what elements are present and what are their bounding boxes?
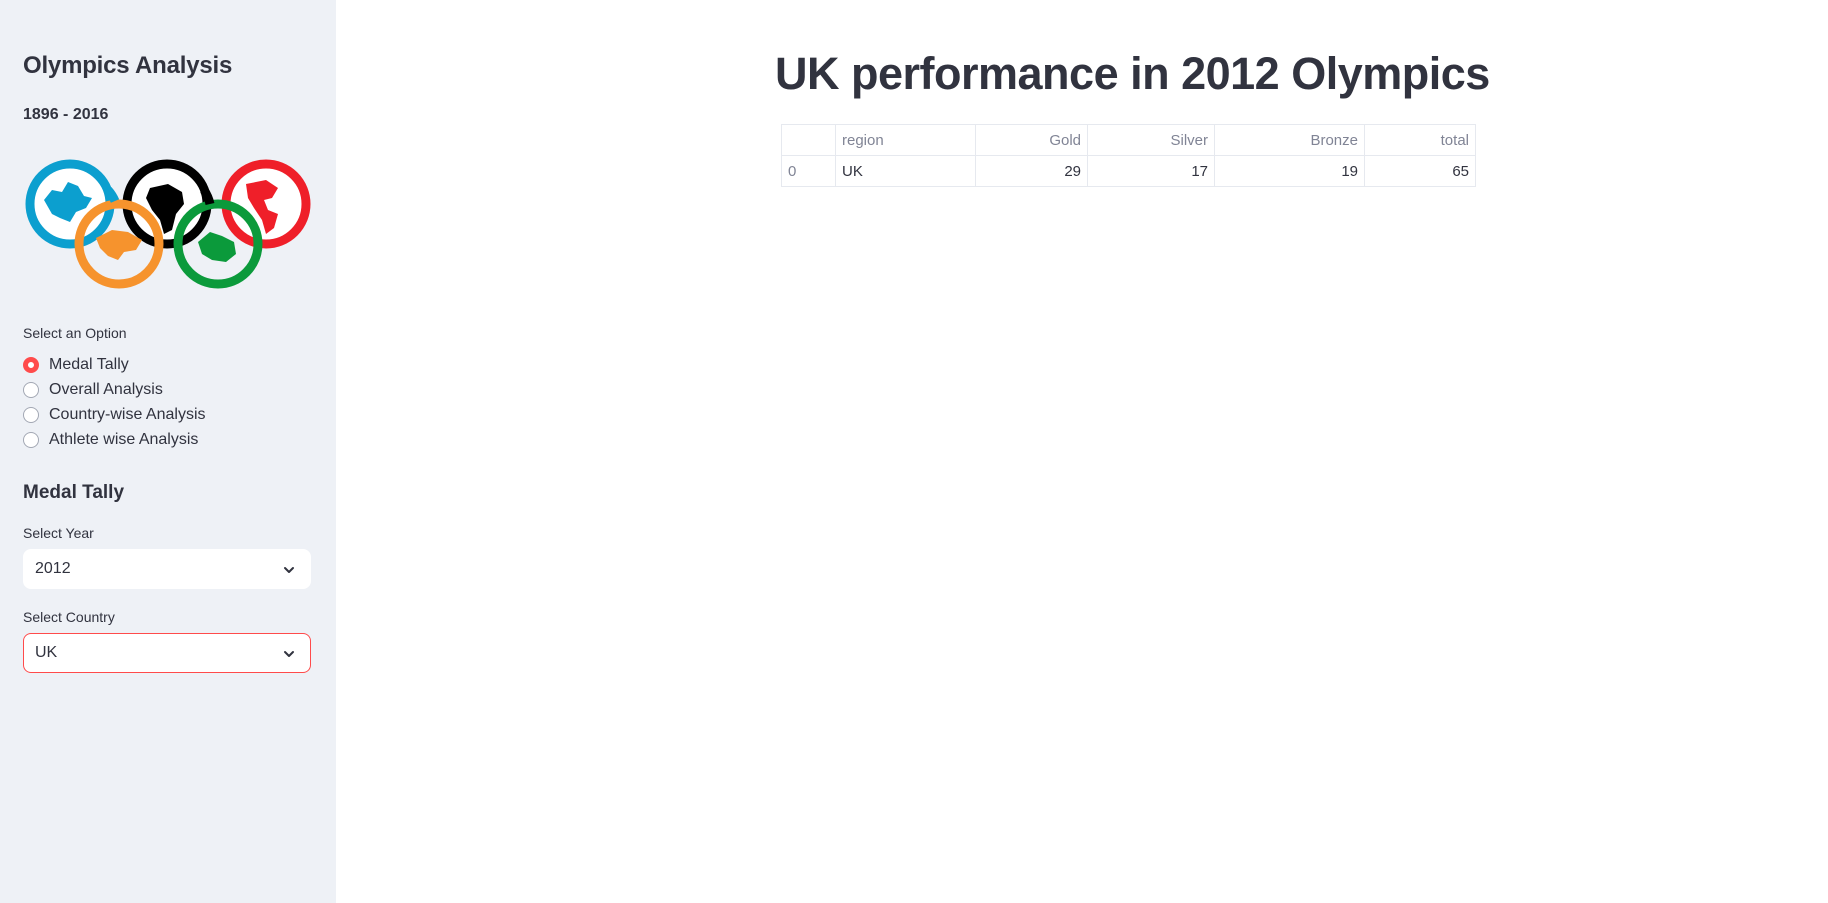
table-row: 0 UK 29 17 19 65 bbox=[781, 155, 1476, 187]
column-header-silver[interactable]: Silver bbox=[1087, 124, 1215, 156]
chevron-down-icon[interactable] bbox=[282, 647, 296, 661]
table-header-row: region Gold Silver Bronze total bbox=[781, 124, 1476, 156]
section-title: Medal Tally bbox=[23, 482, 125, 503]
page-title: UK performance in 2012 Olympics bbox=[775, 48, 1490, 99]
radio-unchecked-icon[interactable] bbox=[23, 431, 39, 448]
cell-total[interactable]: 65 bbox=[1364, 155, 1476, 187]
cell-region[interactable]: UK bbox=[835, 155, 976, 187]
year-label: Select Year bbox=[23, 525, 94, 541]
column-header-gold[interactable]: Gold bbox=[975, 124, 1088, 156]
radio-unchecked-icon[interactable] bbox=[23, 406, 39, 423]
column-header-index[interactable] bbox=[781, 124, 836, 156]
radio-checked-icon[interactable] bbox=[23, 356, 39, 373]
radio-athlete-wise-analysis[interactable]: Athlete wise Analysis bbox=[23, 427, 206, 452]
radio-label: Overall Analysis bbox=[49, 380, 163, 398]
country-select[interactable]: UK bbox=[23, 633, 311, 673]
radio-overall-analysis[interactable]: Overall Analysis bbox=[23, 377, 206, 402]
cell-gold[interactable]: 29 bbox=[975, 155, 1088, 187]
chevron-down-icon[interactable] bbox=[282, 563, 296, 577]
column-header-region[interactable]: region bbox=[835, 124, 976, 156]
radio-label: Athlete wise Analysis bbox=[49, 430, 199, 448]
radio-unchecked-icon[interactable] bbox=[23, 381, 39, 398]
sidebar-subtitle: 1896 - 2016 bbox=[23, 106, 109, 123]
radio-country-wise-analysis[interactable]: Country-wise Analysis bbox=[23, 402, 206, 427]
olympic-rings-logo bbox=[25, 159, 311, 289]
sidebar-title: Olympics Analysis bbox=[23, 52, 233, 79]
radio-medal-tally[interactable]: Medal Tally bbox=[23, 352, 206, 377]
option-label: Select an Option bbox=[23, 325, 127, 341]
medal-table: region Gold Silver Bronze total 0 UK 29 … bbox=[781, 124, 1476, 187]
option-radio-group: Medal Tally Overall Analysis Country-wis… bbox=[23, 352, 206, 452]
radio-label: Medal Tally bbox=[49, 355, 129, 373]
sidebar: Olympics Analysis 1896 - 2016 Select an … bbox=[0, 0, 336, 903]
cell-bronze[interactable]: 19 bbox=[1214, 155, 1365, 187]
country-select-value: UK bbox=[35, 644, 58, 661]
year-select-value: 2012 bbox=[35, 560, 71, 577]
column-header-total[interactable]: total bbox=[1364, 124, 1476, 156]
radio-label: Country-wise Analysis bbox=[49, 405, 206, 423]
column-header-bronze[interactable]: Bronze bbox=[1214, 124, 1365, 156]
country-label: Select Country bbox=[23, 609, 115, 625]
cell-silver[interactable]: 17 bbox=[1087, 155, 1215, 187]
cell-index[interactable]: 0 bbox=[781, 155, 836, 187]
year-select[interactable]: 2012 bbox=[23, 549, 311, 589]
